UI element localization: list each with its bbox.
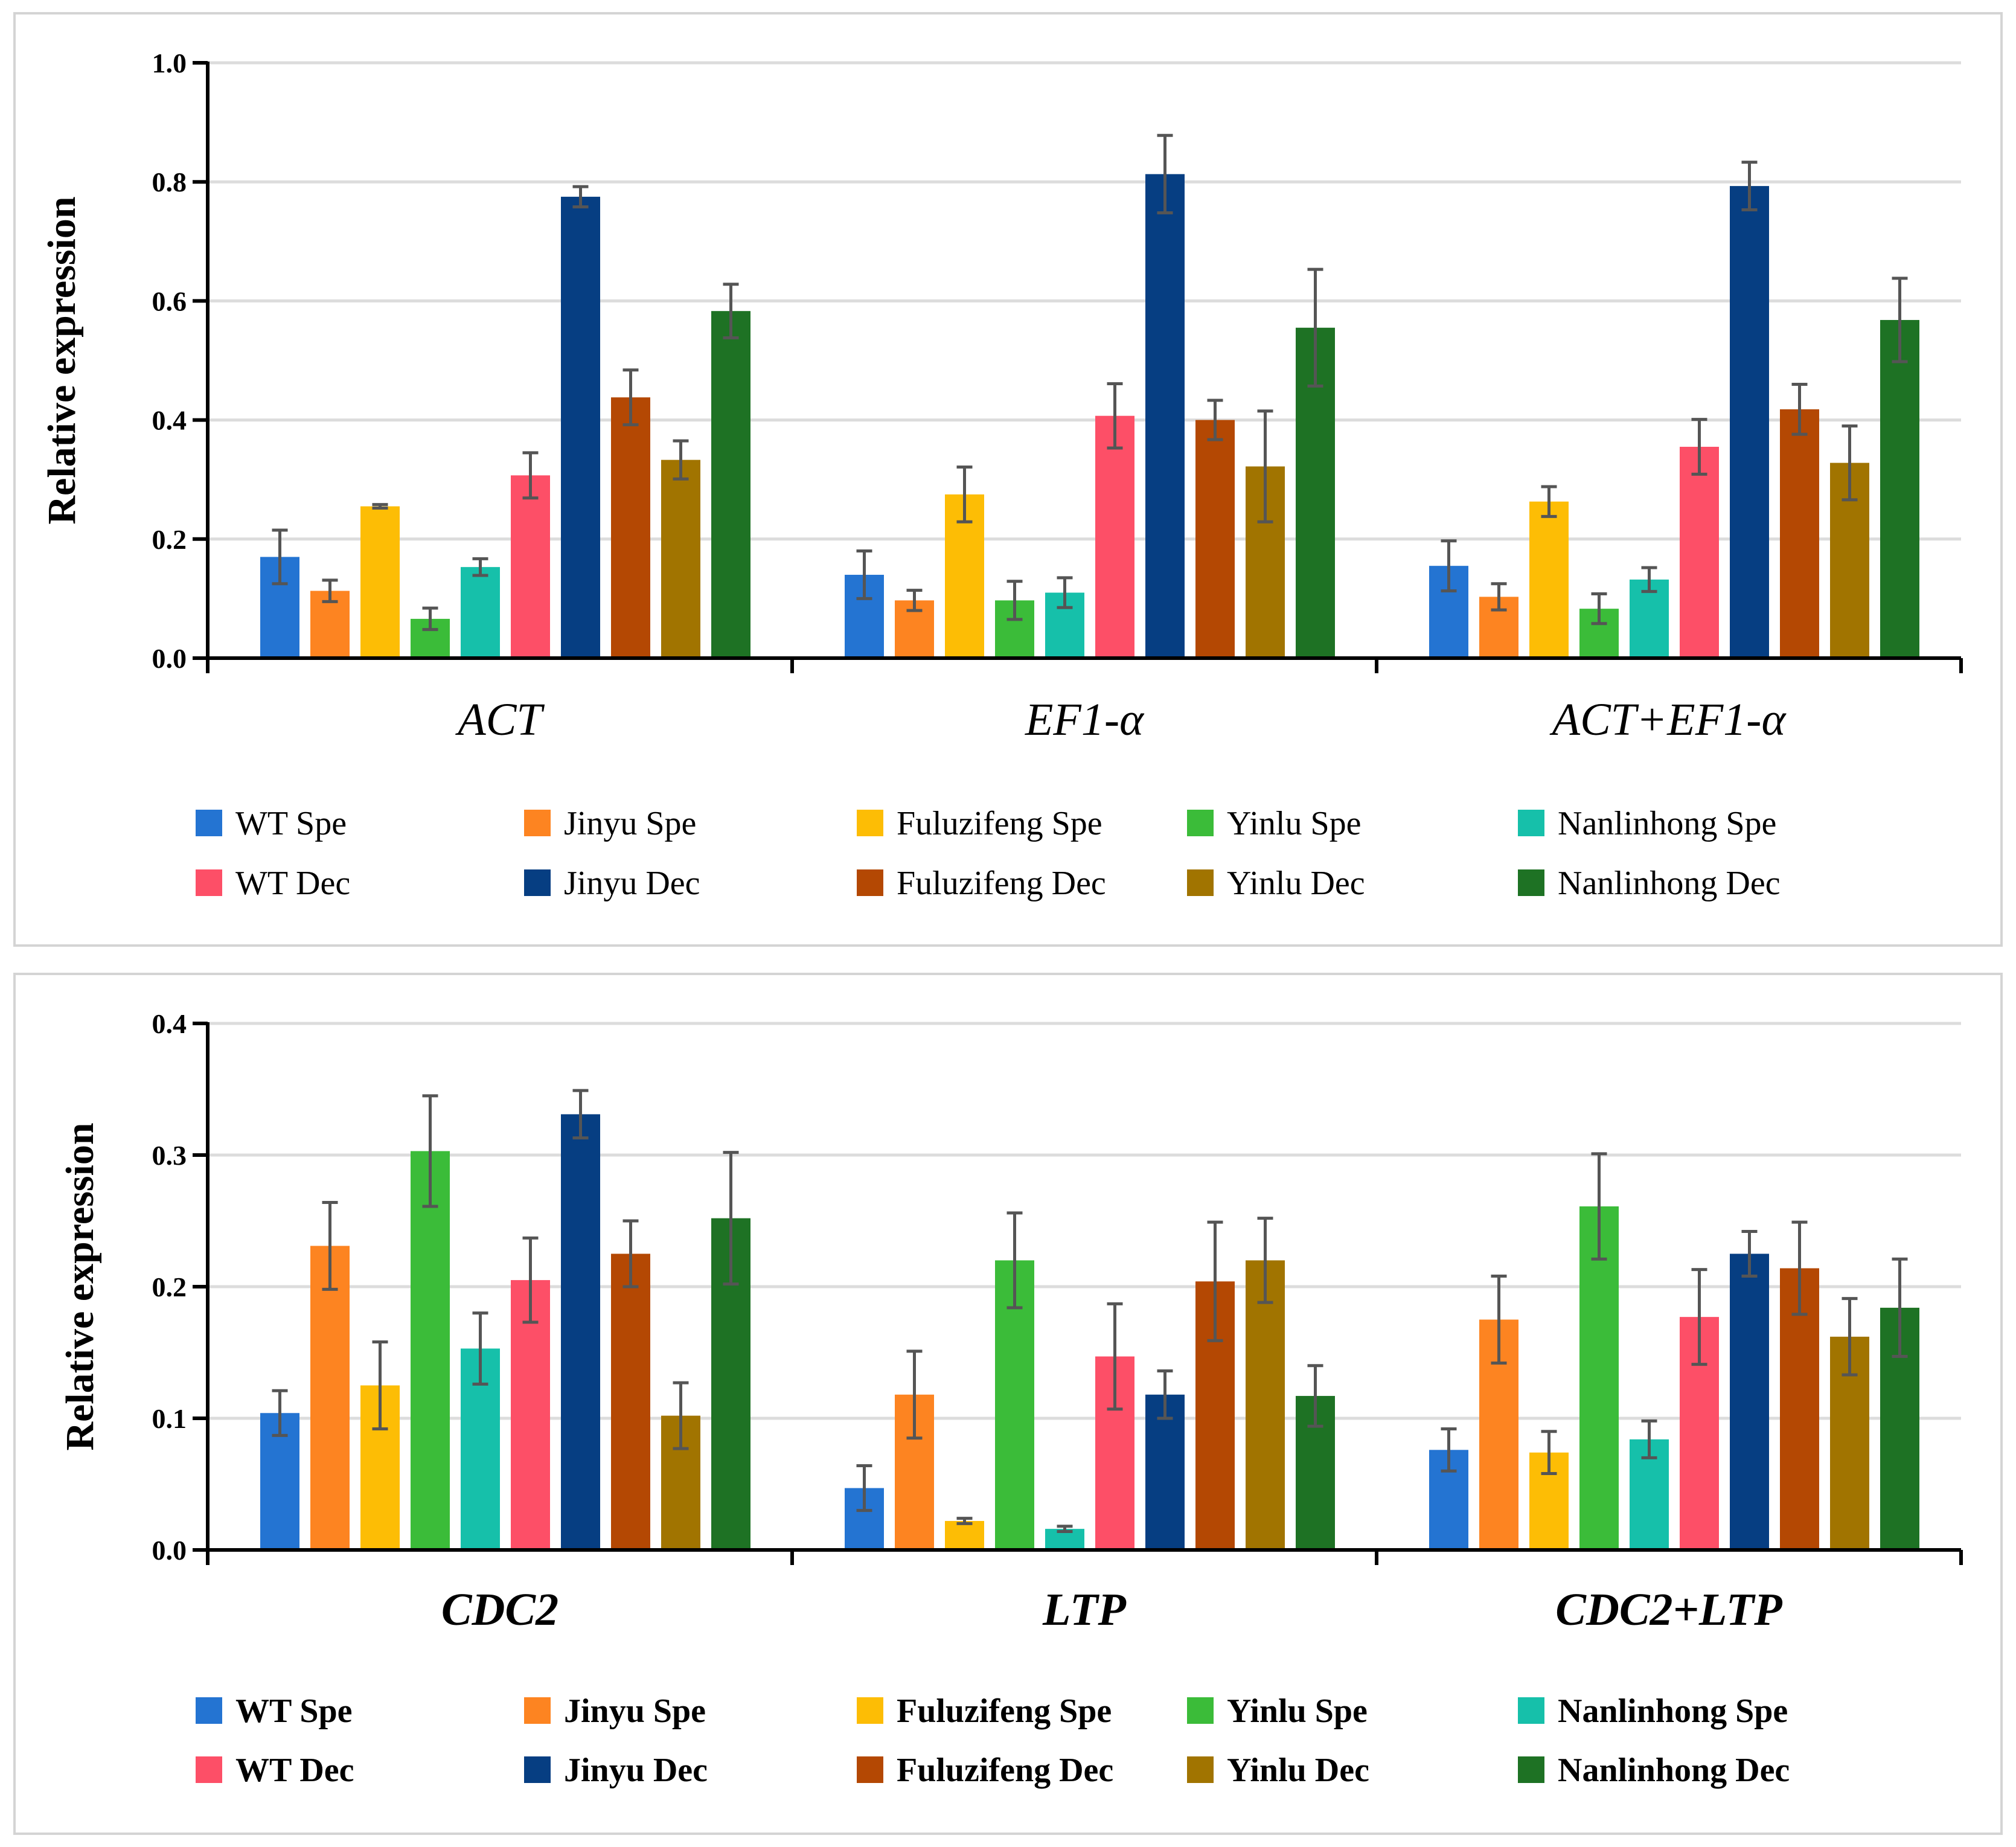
bar-nanlinhong-dec-act: [711, 311, 750, 658]
bar-jinyu-dec-cdc2-plus-ltp: [1730, 1253, 1769, 1550]
top-chart-panel: ACT EF1-α ACT+EF1-α 0.0 0.2 0.4 0.6 0.8 1.0 Relat…: [13, 12, 2003, 947]
legend-swatch-nanlinhong-spe: [1518, 1697, 1544, 1724]
bar-nanlinhong-spe-act: [461, 567, 500, 658]
legend-swatch-yinlu-spe: [1187, 810, 1214, 836]
bar-jinyu-dec-cdc2: [561, 1114, 600, 1550]
legend-label-jinyu-dec: Jinyu Dec: [564, 865, 700, 902]
y-tick-label: 0.1: [152, 1403, 187, 1434]
legend-label-jinyu-spe: Jinyu Spe: [564, 1692, 706, 1730]
legend-label-nanlinhong-spe: Nanlinhong Spe: [1558, 805, 1776, 842]
legend-label-wt-dec: WT Dec: [235, 865, 350, 902]
legend-swatch-yinlu-dec: [1187, 869, 1214, 896]
category-label-act-plus-ef1: ACT+EF1-α: [1549, 694, 1787, 745]
category-label-cdc2: CDC2: [441, 1584, 558, 1635]
bar-jinyu-spe-cdc2: [310, 1246, 350, 1550]
legend-swatch-jinyu-dec: [524, 1756, 551, 1783]
legend-swatch-nanlinhong-spe: [1518, 810, 1544, 836]
legend-label-nanlinhong-dec: Nanlinhong Dec: [1558, 1752, 1790, 1789]
bar-fuluzifeng-spe-act-plus-ef1: [1529, 501, 1569, 658]
y-tick-label: 0.0: [152, 1535, 187, 1566]
legend-label-yinlu-spe: Yinlu Spe: [1227, 805, 1361, 842]
legend-swatch-nanlinhong-dec: [1518, 869, 1544, 896]
category-label-cdc2-plus-ltp: CDC2+LTP: [1555, 1584, 1782, 1635]
y-tick-label: 0.2: [152, 1272, 187, 1302]
y-tick-label: 0.3: [152, 1140, 187, 1171]
bar-fuluzifeng-dec-cdc2: [611, 1253, 650, 1550]
y-axis-title: Relative expression: [40, 196, 84, 524]
legend-swatch-wt-spe: [196, 1697, 222, 1724]
legend-swatch-jinyu-spe: [524, 1697, 551, 1724]
legend-swatch-fuluzifeng-dec: [857, 869, 883, 896]
legend-swatch-fuluzifeng-dec: [857, 1756, 883, 1783]
legend-swatch-wt-dec: [196, 1756, 222, 1783]
legend-label-jinyu-dec: Jinyu Dec: [564, 1752, 708, 1789]
bar-jinyu-dec-ltp: [1145, 1394, 1185, 1550]
y-tick-label: 0.4: [152, 1008, 187, 1039]
bar-yinlu-dec-ltp: [1246, 1260, 1285, 1550]
bar-wt-dec-cdc2: [511, 1280, 550, 1550]
legend-swatch-yinlu-spe: [1187, 1697, 1214, 1724]
category-label-act: ACT: [455, 694, 545, 745]
category-label-ef1: EF1-α: [1025, 694, 1145, 745]
y-tick-label: 0.6: [152, 286, 187, 316]
legend-label-yinlu-spe: Yinlu Spe: [1227, 1692, 1368, 1730]
y-tick-label: 0.8: [152, 167, 187, 197]
bar-nanlinhong-dec-act-plus-ef1: [1880, 319, 1919, 658]
legend-label-fuluzifeng-spe: Fuluzifeng Spe: [897, 1692, 1112, 1730]
bar-fuluzifeng-spe-ltp: [945, 1521, 984, 1550]
legend-label-wt-spe: WT Spe: [235, 805, 347, 842]
legend-swatch-fuluzifeng-spe: [857, 810, 883, 836]
legend-swatch-nanlinhong-dec: [1518, 1756, 1544, 1783]
legend-label-jinyu-spe: Jinyu Spe: [564, 805, 696, 842]
legend-label-yinlu-dec: Yinlu Dec: [1227, 865, 1365, 902]
y-tick-label: 0.0: [152, 643, 187, 674]
bar-wt-dec-act-plus-ef1: [1680, 446, 1719, 658]
y-tick-label: 1.0: [152, 48, 187, 78]
bar-fuluzifeng-spe-act: [360, 506, 400, 658]
bar-wt-dec-act: [511, 475, 550, 658]
legend-swatch-fuluzifeng-spe: [857, 1697, 883, 1724]
category-label-ltp: LTP: [1042, 1584, 1126, 1635]
legend-label-fuluzifeng-dec: Fuluzifeng Dec: [897, 1752, 1113, 1789]
bar-fuluzifeng-dec-act: [611, 397, 650, 658]
legend-label-wt-dec: WT Dec: [235, 1752, 354, 1789]
legend-swatch-jinyu-dec: [524, 869, 551, 896]
legend-swatch-wt-spe: [196, 810, 222, 836]
bar-jinyu-dec-act: [561, 196, 600, 659]
bottom-chart-panel: CDC2 LTP CDC2+LTP 0.0 0.1 0.2 0.3 0.4 Relative e…: [13, 973, 2003, 1835]
legend-swatch-wt-dec: [196, 869, 222, 896]
bar-fuluzifeng-dec-ef1: [1195, 420, 1235, 658]
y-tick-label: 0.4: [152, 405, 187, 436]
y-axis-title: Relative expression: [58, 1122, 102, 1450]
bar-yinlu-spe-cdc2: [411, 1151, 450, 1550]
top-bar-chart: ACT EF1-α ACT+EF1-α 0.0 0.2 0.4 0.6 0.8 1.0 Relat…: [40, 48, 1963, 902]
bar-jinyu-dec-ef1: [1145, 174, 1185, 659]
bar-fuluzifeng-dec-act-plus-ef1: [1780, 409, 1819, 658]
legend-label-nanlinhong-spe: Nanlinhong Spe: [1558, 1692, 1788, 1730]
legend-label-yinlu-dec: Yinlu Dec: [1227, 1752, 1369, 1789]
legend-label-nanlinhong-dec: Nanlinhong Dec: [1558, 865, 1781, 902]
y-tick-label: 0.2: [152, 524, 187, 555]
legend-swatch-jinyu-spe: [524, 810, 551, 836]
legend-label-wt-spe: WT Spe: [235, 1692, 352, 1730]
bar-yinlu-spe-cdc2-plus-ltp: [1579, 1206, 1619, 1550]
legend-label-fuluzifeng-dec: Fuluzifeng Dec: [897, 865, 1106, 902]
legend-swatch-yinlu-dec: [1187, 1756, 1214, 1783]
bar-wt-dec-ef1: [1095, 415, 1134, 658]
bar-yinlu-dec-act: [661, 459, 700, 658]
bar-jinyu-dec-act-plus-ef1: [1730, 186, 1769, 658]
bottom-bar-chart: CDC2 LTP CDC2+LTP 0.0 0.1 0.2 0.3 0.4 Relative e…: [58, 1008, 1963, 1789]
legend-label-fuluzifeng-spe: Fuluzifeng Spe: [897, 805, 1102, 842]
